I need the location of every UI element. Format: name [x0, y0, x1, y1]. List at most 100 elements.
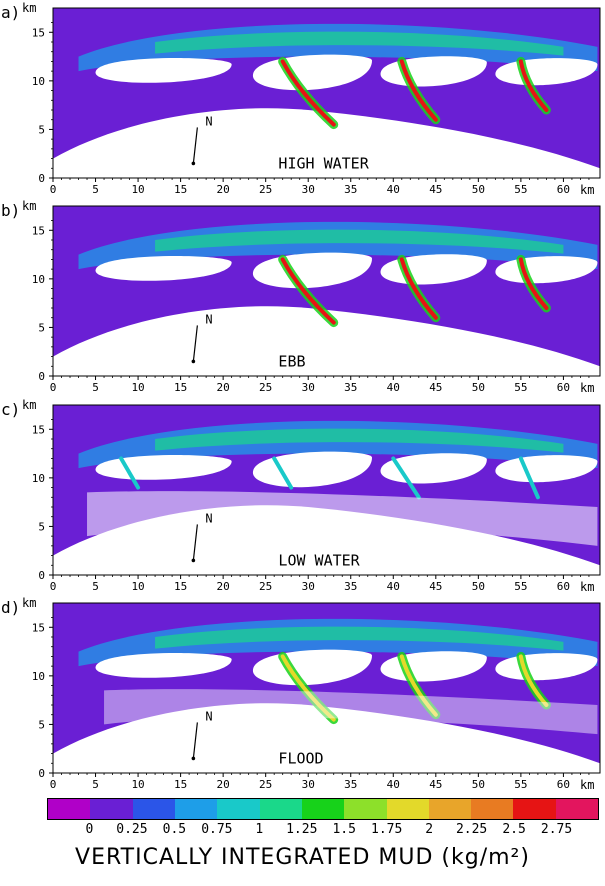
x-tick-label: 10 [131, 580, 144, 593]
legend-tick-label: 0.5 [162, 822, 187, 837]
y-axis-unit: km [22, 1, 37, 15]
panel-label: FLOOD [278, 749, 323, 767]
x-tick-label: 60 [557, 580, 570, 593]
barrier-island [252, 451, 373, 488]
x-tick-label: 5 [92, 381, 99, 394]
y-tick-label: 15 [32, 26, 45, 39]
x-tick-label: 0 [50, 381, 57, 394]
x-tick-label: 55 [514, 381, 527, 394]
x-tick-label: 25 [259, 778, 272, 791]
x-tick-label: 45 [429, 778, 442, 791]
legend-title: VERTICALLY INTEGRATED MUD (kg/m²) [75, 845, 530, 870]
y-tick-label: 0 [38, 569, 45, 582]
mud-band-core [155, 229, 564, 254]
y-axis-unit: km [22, 199, 37, 213]
x-tick-label: 35 [344, 381, 357, 394]
map-panel-2: N EBB 0 5 10 15 20 25 30 35 40 45 50 55 60 0 5 10 15 b) km km [0, 198, 605, 396]
x-tick-label: 60 [557, 778, 570, 791]
y-tick-label: 0 [38, 370, 45, 383]
barrier-island [95, 652, 232, 678]
north-arrow-base [191, 161, 196, 166]
x-tick-label: 25 [259, 580, 272, 593]
legend-swatch [90, 799, 133, 819]
inlet-channel [518, 456, 540, 500]
x-tick-label: 55 [514, 183, 527, 196]
x-tick-label: 35 [344, 183, 357, 196]
north-arrow-base [191, 359, 196, 364]
x-tick-label: 60 [557, 183, 570, 196]
north-label: N [205, 114, 212, 128]
x-tick-label: 50 [472, 580, 485, 593]
x-tick-label: 20 [217, 183, 230, 196]
x-tick-label: 45 [429, 381, 442, 394]
y-tick-label: 5 [38, 520, 45, 533]
inlet-core [399, 59, 438, 122]
panel-letter: c) [1, 400, 21, 419]
legend-swatch [217, 799, 260, 819]
x-axis-unit: km [580, 580, 595, 594]
y-tick-label: 5 [38, 321, 45, 334]
x-tick-label: 40 [387, 778, 400, 791]
x-tick-label: 20 [217, 381, 230, 394]
x-tick-label: 5 [92, 183, 99, 196]
colorbar-legend [47, 798, 599, 822]
x-tick-label: 15 [174, 778, 187, 791]
map-panel-4: N FLOOD 0 5 10 15 20 25 30 35 40 45 50 55 60 0 5 10 15 d) km… [0, 595, 605, 793]
y-tick-label: 5 [38, 718, 45, 731]
x-tick-label: 55 [514, 778, 527, 791]
x-tick-label: 10 [131, 381, 144, 394]
panel-label: LOW WATER [278, 551, 360, 569]
legend-swatch [471, 799, 514, 819]
legend-swatch [132, 799, 175, 819]
x-axis-unit: km [580, 183, 595, 197]
x-tick-label: 35 [344, 580, 357, 593]
inlet-core [399, 654, 438, 717]
barrier-island [95, 255, 232, 281]
north-label: N [205, 511, 212, 525]
inlet-core [399, 257, 438, 320]
mainland [53, 306, 600, 376]
legend-tick-label: 1.5 [332, 822, 356, 837]
inlet-channel [391, 456, 421, 500]
y-tick-label: 10 [32, 75, 45, 88]
x-tick-label: 40 [387, 580, 400, 593]
map-canvas: N HIGH WATER 0 5 10 15 20 25 30 35 40 45 50 55 60 0 5 10 1… [32, 7, 601, 196]
inlet-core [280, 257, 336, 325]
x-tick-label: 5 [92, 580, 99, 593]
y-tick-label: 0 [38, 767, 45, 780]
x-axis-unit: km [580, 381, 595, 395]
panel-letter: b) [1, 201, 21, 220]
mud-band-core [155, 626, 564, 651]
map-canvas: N LOW WATER 0 5 10 15 20 25 30 35 40 45 50 55 60 0 5 10 15 [32, 404, 601, 593]
barrier-island [95, 57, 232, 83]
legend-tick-label: 1 [255, 822, 264, 837]
y-tick-label: 15 [32, 423, 45, 436]
panel-letter: d) [1, 598, 21, 617]
legend-tick-label: 0.75 [201, 822, 233, 837]
legend-tick-label: 0.25 [116, 822, 148, 837]
y-axis-unit: km [22, 596, 37, 610]
x-axis-unit: km [580, 778, 595, 792]
inlet-core [280, 59, 336, 127]
mud-band-core [155, 31, 564, 56]
inlet-core [518, 257, 549, 310]
x-tick-label: 35 [344, 778, 357, 791]
map-frame [52, 7, 601, 179]
legend-tick-label: 2 [425, 822, 434, 837]
mainland [53, 108, 600, 178]
y-axis-unit: km [22, 398, 37, 412]
legend-swatch [301, 799, 345, 819]
north-label: N [205, 312, 212, 326]
x-tick-label: 45 [429, 183, 442, 196]
north-label: N [205, 709, 212, 723]
x-tick-label: 15 [174, 580, 187, 593]
north-arrow-icon [192, 325, 198, 362]
exposed-tidal-flats [87, 491, 598, 546]
y-tick-label: 15 [32, 621, 45, 634]
exposed-tidal-flats [104, 689, 598, 735]
panel-label: HIGH WATER [278, 154, 369, 172]
legend-swatch [174, 799, 218, 819]
panel-label: EBB [278, 352, 305, 370]
x-tick-label: 0 [50, 580, 57, 593]
inlet-channel [272, 456, 294, 490]
